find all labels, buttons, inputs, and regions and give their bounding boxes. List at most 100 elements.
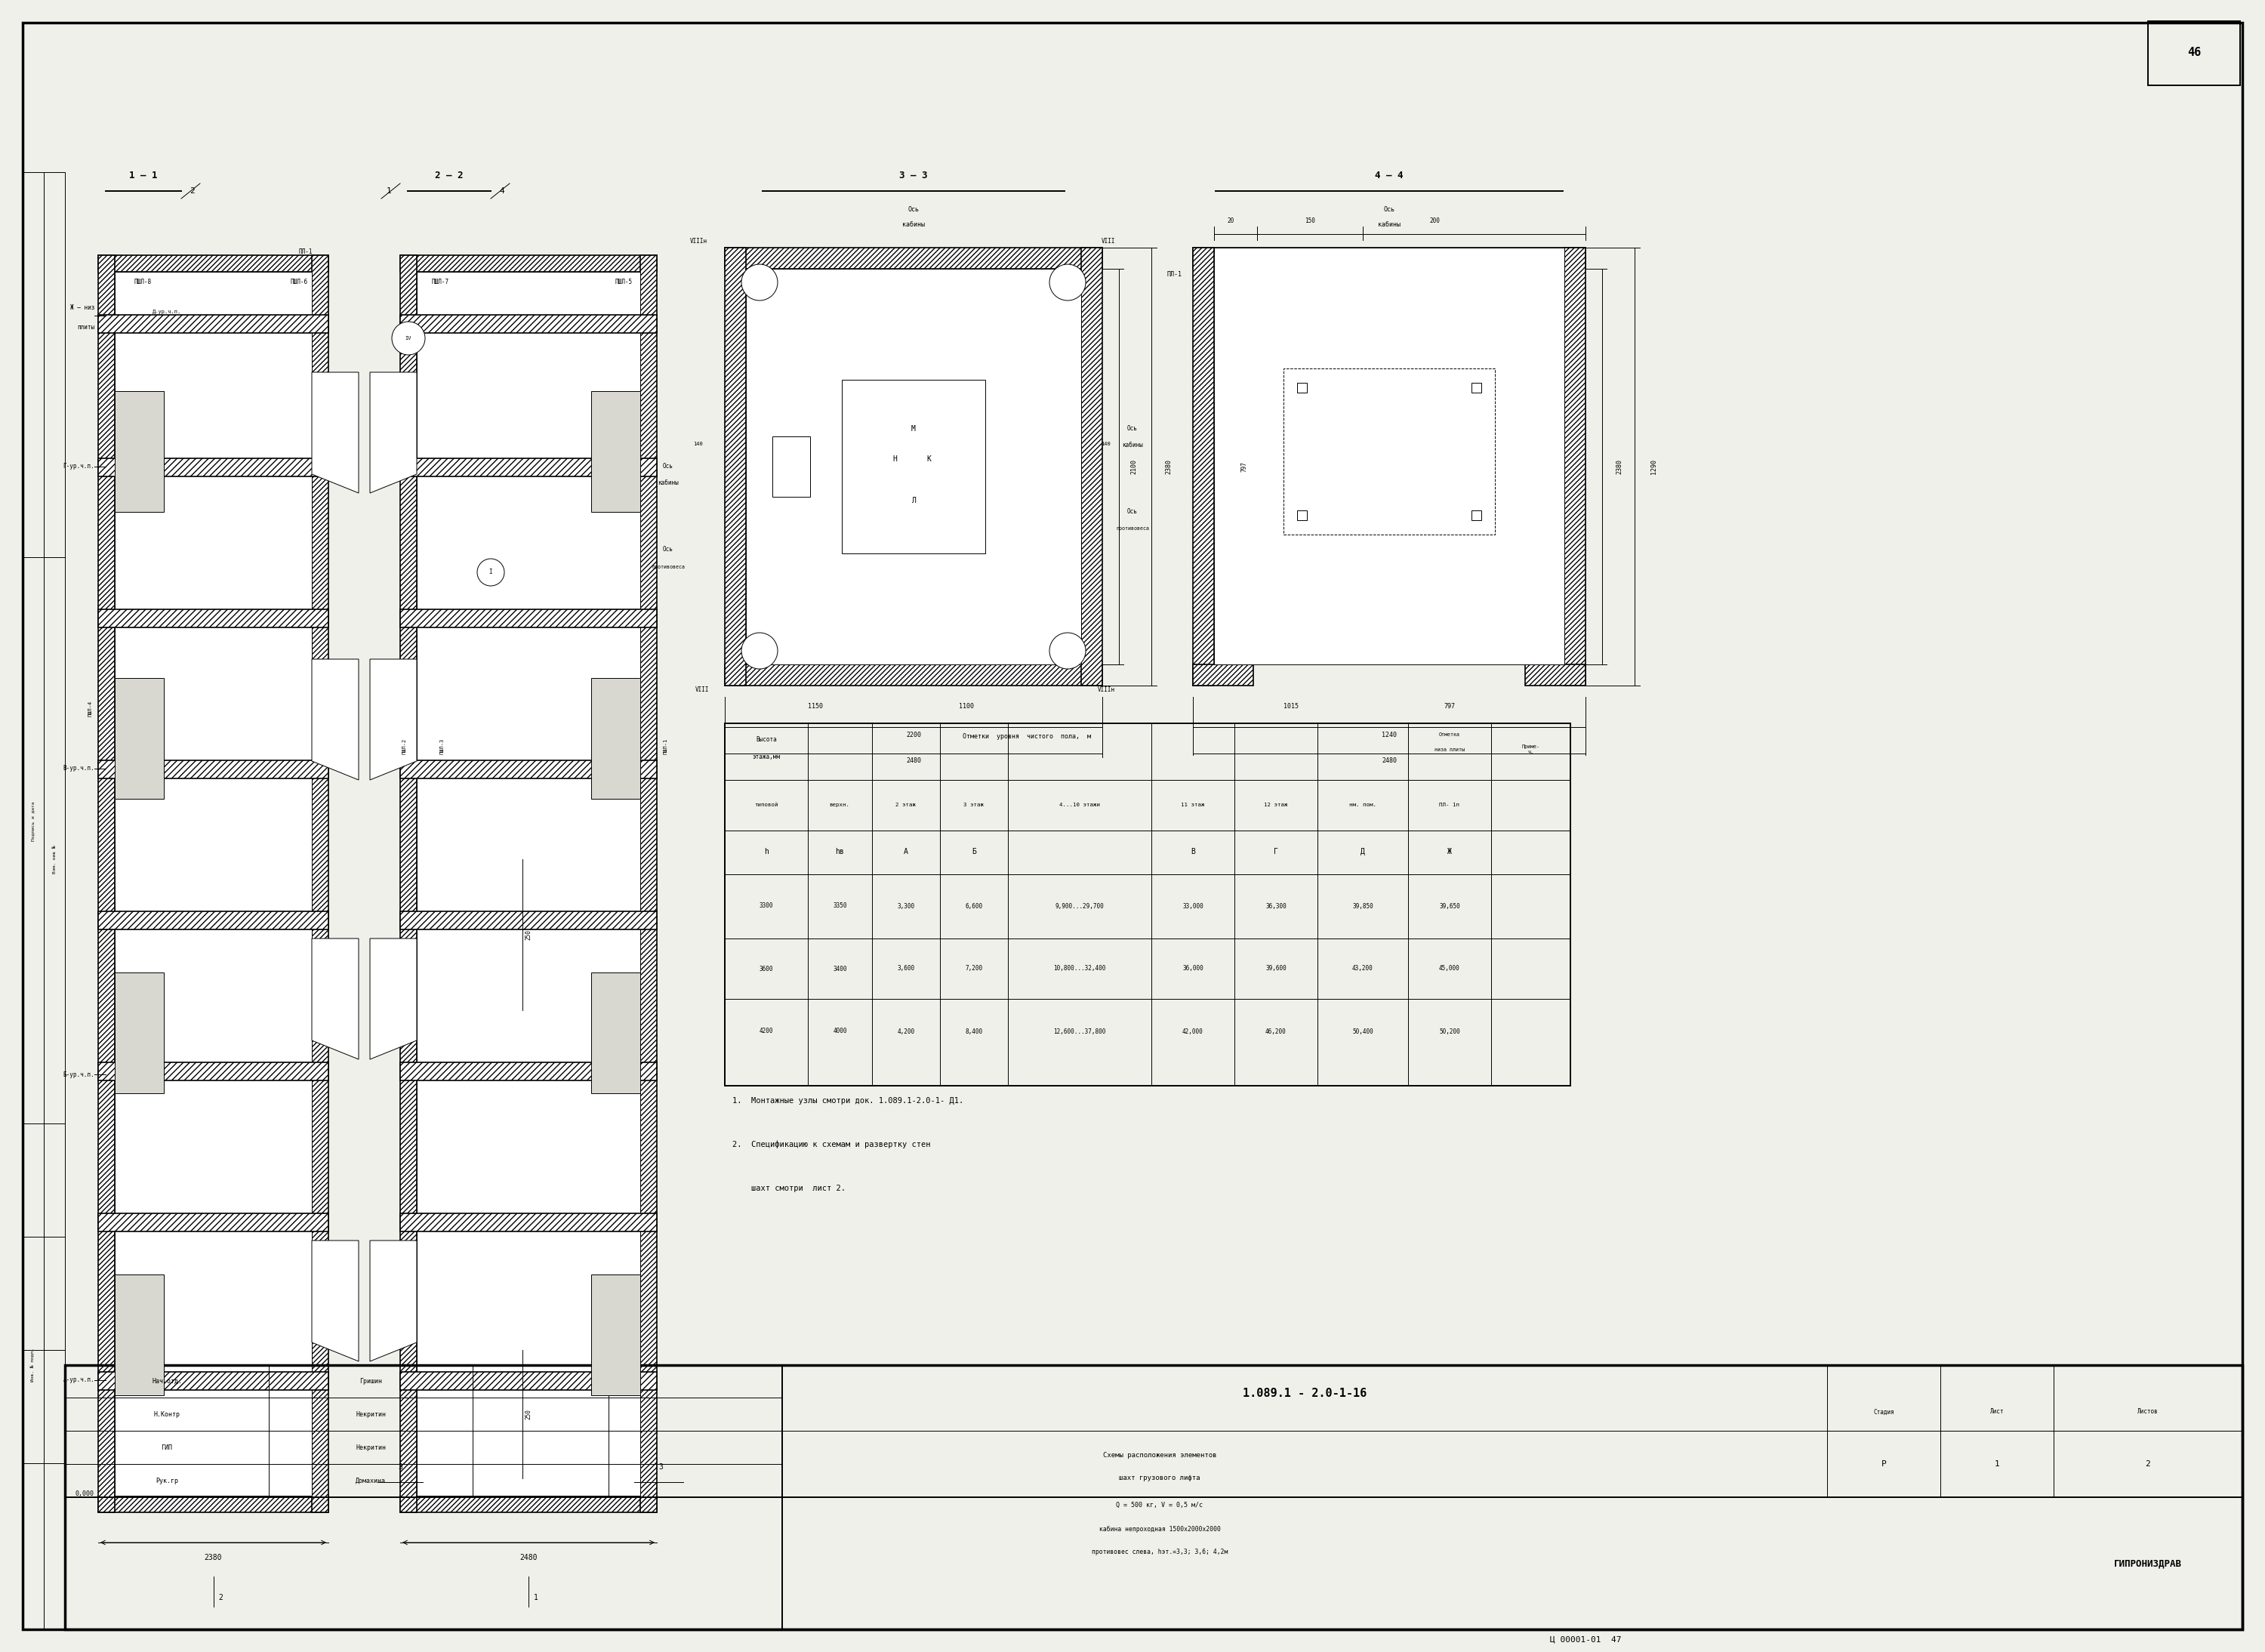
Text: 4 – 4: 4 – 4 [1375, 172, 1404, 180]
Text: ПЛ- 1п: ПЛ- 1п [1441, 803, 1459, 808]
Text: шахт грузового лифта: шахт грузового лифта [1119, 1475, 1200, 1482]
Text: 3300: 3300 [759, 902, 772, 910]
Bar [97, 760, 328, 778]
Circle shape [478, 558, 505, 586]
Text: 2: 2 [190, 187, 195, 195]
Text: Б: Б [972, 847, 976, 856]
Text: 1.  Монтажные узлы смотри док. 1.089.1-2.0-1- Д1.: 1. Монтажные узлы смотри док. 1.089.1-2.… [732, 1097, 963, 1105]
Text: Q = 500 кг, V = 0,5 м/с: Q = 500 кг, V = 0,5 м/с [1117, 1502, 1203, 1508]
Bar [1298, 510, 1307, 520]
Text: 45,000: 45,000 [1438, 965, 1461, 971]
Text: 46,200: 46,200 [1266, 1028, 1287, 1034]
Text: этажа,мм: этажа,мм [752, 753, 779, 760]
Bar [725, 248, 1103, 269]
Bar [417, 273, 641, 1495]
Bar [401, 760, 657, 778]
Text: ПШЛ-6: ПШЛ-6 [290, 278, 308, 286]
Text: К: К [926, 456, 931, 463]
Text: А-ур.ч.п.: А-ур.ч.п. [63, 1376, 95, 1384]
Text: Н.Контр: Н.Контр [154, 1411, 181, 1417]
Bar [1194, 248, 1586, 269]
Text: низа плиты: низа плиты [1434, 747, 1465, 752]
Text: 3,600: 3,600 [897, 965, 915, 971]
Text: Листов: Листов [2138, 1409, 2159, 1416]
Bar [1080, 248, 1103, 686]
Bar [591, 392, 641, 512]
Text: плиты: плиты [77, 324, 95, 330]
Bar [725, 724, 1570, 1085]
Text: Домахина: Домахина [356, 1477, 385, 1483]
Text: 2380: 2380 [1164, 459, 1173, 474]
Text: 10,800...32,400: 10,800...32,400 [1053, 965, 1105, 971]
Bar [401, 912, 657, 930]
Bar [401, 1062, 657, 1080]
Text: VIII: VIII [1101, 238, 1114, 244]
Text: h: h [763, 847, 768, 856]
Text: кабины: кабины [1121, 443, 1144, 449]
Text: Некритин: Некритин [356, 1444, 385, 1450]
Bar [43, 172, 66, 1629]
Text: 3 – 3: 3 – 3 [899, 172, 929, 180]
Bar [401, 316, 657, 334]
Bar [97, 316, 328, 334]
Bar [97, 458, 328, 476]
Bar [401, 1371, 657, 1389]
Text: кабина непроходная 1500х2000х2000: кабина непроходная 1500х2000х2000 [1099, 1525, 1221, 1533]
Text: 20: 20 [1228, 218, 1234, 225]
Text: Схемы расположения элементов: Схемы расположения элементов [1103, 1452, 1216, 1459]
Text: ПШЛ-5: ПШЛ-5 [616, 278, 632, 286]
Text: Г: Г [1273, 847, 1277, 856]
Text: 1 – 1: 1 – 1 [129, 172, 159, 180]
Bar [116, 677, 163, 800]
Text: 797: 797 [1445, 704, 1456, 710]
Polygon shape [313, 372, 358, 492]
Bar [97, 1062, 328, 1080]
Text: Гришин: Гришин [360, 1378, 383, 1384]
Text: Отметки  уровня  чистого  пола,  м: Отметки уровня чистого пола, м [963, 733, 1092, 740]
Text: 33,000: 33,000 [1182, 902, 1203, 910]
Text: 140: 140 [693, 441, 702, 446]
Text: VIIIн: VIIIн [1096, 686, 1114, 692]
Circle shape [741, 633, 777, 669]
Text: 3,300: 3,300 [897, 902, 915, 910]
Text: 2 – 2: 2 – 2 [435, 172, 464, 180]
Text: IV: IV [405, 335, 412, 340]
Text: Подпись и дата: Подпись и дата [32, 801, 36, 841]
Text: 250: 250 [525, 1409, 532, 1419]
Text: Г-ур.ч.п.: Г-ур.ч.п. [63, 463, 95, 471]
Text: 2380: 2380 [1617, 459, 1622, 474]
Text: 50,200: 50,200 [1438, 1028, 1461, 1034]
Bar [1284, 368, 1495, 535]
Text: 1290: 1290 [1649, 459, 1656, 474]
Text: М: М [911, 425, 915, 433]
Polygon shape [369, 1241, 417, 1361]
Text: 4,200: 4,200 [897, 1028, 915, 1034]
Text: В-ур.ч.п.: В-ур.ч.п. [63, 765, 95, 771]
Text: Отметка: Отметка [1438, 732, 1461, 737]
Text: 250: 250 [525, 930, 532, 940]
Polygon shape [313, 1241, 358, 1361]
Text: 3: 3 [659, 1464, 664, 1470]
Text: кабины: кабины [657, 479, 679, 487]
Text: 46: 46 [2188, 48, 2202, 58]
Text: 2480: 2480 [519, 1555, 537, 1561]
Text: 2200: 2200 [906, 732, 922, 738]
Text: противовеса: противовеса [652, 565, 684, 570]
Text: 3600: 3600 [759, 965, 772, 971]
Text: А: А [904, 847, 908, 856]
Text: Лист: Лист [1991, 1409, 2005, 1416]
Text: Рук.гр: Рук.гр [156, 1477, 179, 1483]
Bar [591, 1274, 641, 1396]
Text: ПШЛ-3: ПШЛ-3 [439, 738, 444, 753]
Text: 50,400: 50,400 [1352, 1028, 1373, 1034]
Bar [97, 1213, 328, 1231]
Text: ГИПРОНИЗДРАВ: ГИПРОНИЗДРАВ [2113, 1559, 2181, 1568]
Text: Н: Н [892, 456, 897, 463]
Bar [641, 254, 657, 1512]
Text: 39,850: 39,850 [1352, 902, 1373, 910]
Text: Б-ур.ч.п.: Б-ур.ч.п. [63, 1070, 95, 1077]
Text: 1240: 1240 [1382, 732, 1398, 738]
Text: 43,200: 43,200 [1352, 965, 1373, 971]
Text: 0,000: 0,000 [75, 1490, 95, 1497]
Text: 797: 797 [1241, 461, 1248, 472]
